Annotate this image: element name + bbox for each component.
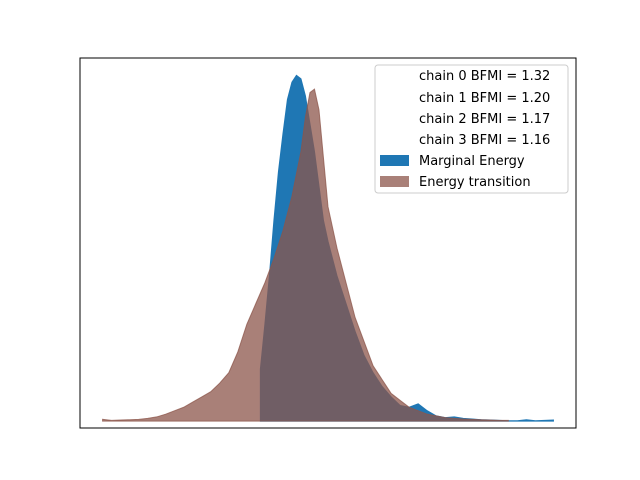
legend-entry-chain-3: chain 3 BFMI = 1.16 [419,133,550,148]
legend-entry-energy-transition: Energy transition [419,175,531,190]
legend-entry-chain-2: chain 2 BFMI = 1.17 [419,112,550,127]
axes-frame [79,57,577,429]
legend-swatch-energy-transition [380,176,409,187]
legend: chain 0 BFMI = 1.32 chain 1 BFMI = 1.20 … [374,64,569,194]
legend-swatch-marginal-energy [380,155,409,166]
series-area-energy-transition [102,88,509,422]
legend-entry-chain-1: chain 1 BFMI = 1.20 [419,91,550,106]
series-layer [102,74,554,422]
legend-entry-marginal-energy: Marginal Energy [419,154,525,169]
legend-entry-chain-0: chain 0 BFMI = 1.32 [419,69,550,84]
legend-frame [374,64,569,194]
